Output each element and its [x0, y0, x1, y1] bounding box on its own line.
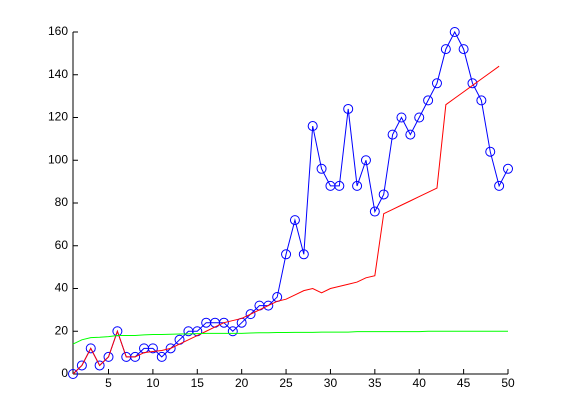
x-tick-label: 25: [279, 376, 293, 390]
point-marker: [227, 326, 238, 337]
point-marker: [378, 189, 389, 200]
x-tick-label: 30: [324, 376, 338, 390]
point-marker: [334, 180, 345, 191]
y-tick-label: 100: [48, 152, 68, 166]
x-tick-label: 10: [146, 376, 160, 390]
series-line: [72, 65, 500, 375]
point-marker: [458, 44, 469, 55]
point-marker: [360, 155, 371, 166]
point-marker: [218, 317, 229, 328]
point-marker: [263, 300, 274, 311]
point-marker: [298, 249, 309, 260]
series-line: [72, 330, 508, 345]
point-marker: [343, 103, 354, 114]
point-marker: [503, 163, 513, 174]
y-tick-label: 60: [55, 238, 69, 252]
point-marker: [85, 343, 96, 354]
point-marker: [68, 369, 78, 379]
point-marker: [103, 351, 114, 362]
point-marker: [76, 360, 87, 371]
point-marker: [316, 163, 327, 174]
point-marker: [467, 78, 478, 89]
point-marker: [423, 95, 434, 106]
point-marker: [156, 351, 167, 362]
point-marker: [485, 146, 496, 157]
point-marker: [494, 180, 505, 191]
point-marker: [405, 129, 416, 140]
point-marker: [387, 129, 398, 140]
x-tick-label: 5: [105, 376, 112, 390]
y-tick-label: 120: [48, 110, 68, 124]
y-tick-label: 80: [55, 195, 69, 209]
point-marker: [369, 206, 380, 217]
y-tick-label: 40: [55, 281, 69, 295]
y-tick-label: 160: [48, 24, 68, 38]
point-marker: [476, 95, 487, 106]
point-marker: [440, 44, 451, 55]
point-marker: [414, 112, 425, 123]
point-marker: [94, 360, 105, 371]
x-tick-label: 40: [413, 376, 427, 390]
point-marker: [289, 215, 300, 226]
x-tick-label: 45: [457, 376, 471, 390]
x-tick-label: 35: [368, 376, 382, 390]
point-marker: [147, 343, 158, 354]
point-marker: [307, 121, 318, 132]
point-marker: [352, 180, 363, 191]
y-tick-label: 20: [55, 323, 69, 337]
y-tick-label: 0: [61, 366, 68, 380]
x-tick-label: 50: [501, 376, 515, 390]
point-marker: [449, 27, 460, 37]
point-marker: [396, 112, 407, 123]
y-tick-label: 140: [48, 67, 68, 81]
point-marker: [431, 78, 442, 89]
point-marker: [245, 309, 256, 320]
point-marker: [165, 343, 176, 354]
series-line: [72, 30, 509, 375]
x-tick-label: 20: [235, 376, 249, 390]
x-tick-label: 15: [191, 376, 205, 390]
point-marker: [281, 249, 292, 260]
